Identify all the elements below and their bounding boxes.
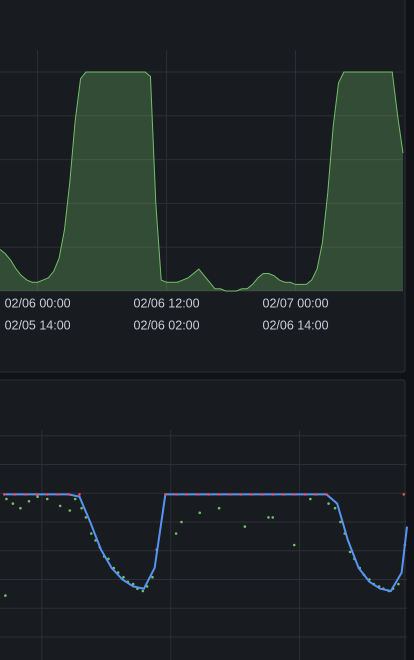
point [67,493,71,496]
point [2,493,6,496]
point [164,493,167,496]
panel [0,379,406,660]
point [80,506,83,510]
point [56,493,60,496]
point [24,493,28,496]
point [45,493,49,496]
point [402,493,406,496]
point [185,493,189,496]
x-tick-label: 02/06 14:00 [263,318,329,332]
point [5,497,8,501]
point [73,497,77,501]
point [267,516,270,519]
point [239,493,242,496]
point [84,516,88,519]
point [4,594,7,597]
x-tick-label: 02/06 02:00 [134,318,200,332]
point [13,493,17,496]
point [303,493,307,496]
point [27,500,31,503]
point [333,506,337,510]
point [196,493,199,496]
point [36,495,39,499]
point [89,532,93,535]
point [19,506,22,510]
point [58,504,62,508]
point [78,493,81,496]
point [260,493,264,496]
scatter-chart [0,430,408,660]
panel [0,0,406,373]
point [271,516,275,519]
point [141,589,145,593]
x-tick-label: 02/05 14:00 [5,318,71,332]
area-chart: 02/06 00:00 02/06 12:00 02/07 00:00 02/05 1… [0,50,404,332]
point [174,532,178,535]
point [309,497,312,501]
point [207,493,210,496]
point [249,493,253,496]
point [217,506,221,510]
point [45,497,49,501]
point [131,582,135,586]
point [243,525,247,528]
point [11,502,15,505]
point [339,520,342,524]
point [151,575,154,579]
point [217,493,221,496]
point [325,493,328,496]
point [397,582,400,586]
area-fill [0,72,403,291]
x-tick-label: 02/07 00:00 [263,296,329,310]
point [271,493,275,496]
point [314,493,318,496]
point [228,493,232,496]
point [174,493,178,496]
area-line [0,71,404,292]
point [198,511,202,515]
point [122,575,125,579]
point [327,502,330,505]
point [282,493,285,496]
point [292,493,296,496]
point [348,550,352,554]
point [68,509,72,512]
x-tick-label: 02/06 00:00 [5,296,71,310]
point [292,543,296,547]
point [180,520,183,524]
point [35,493,38,496]
x-tick-label: 02/06 12:00 [134,296,200,310]
